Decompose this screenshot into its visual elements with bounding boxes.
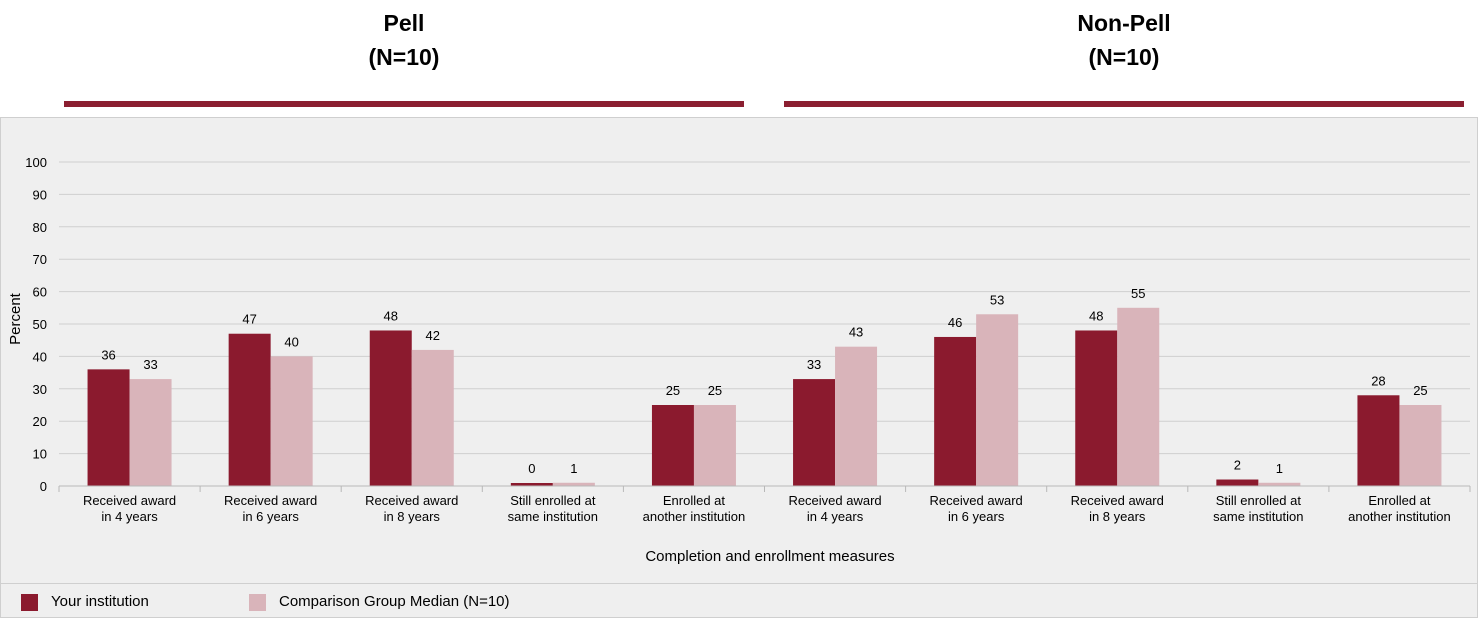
data-label-comparison: 55	[1131, 286, 1145, 301]
pell-group-header: Pell (N=10)	[64, 6, 744, 74]
bar-comparison	[129, 379, 172, 486]
x-tick-label: Received award in 8 years	[365, 493, 458, 524]
data-label-comparison: 1	[1276, 461, 1283, 476]
bar-comparison	[976, 314, 1019, 486]
bar-institution	[1216, 479, 1259, 486]
data-label-institution: 2	[1234, 458, 1241, 473]
bars	[87, 307, 1442, 486]
data-label-comparison: 42	[426, 328, 440, 343]
x-axis-title: Completion and enrollment measures	[645, 548, 894, 565]
bar-comparison	[1258, 482, 1301, 486]
data-label-institution: 36	[101, 347, 115, 362]
legend-label-comparison: Comparison Group Median (N=10)	[279, 593, 510, 610]
data-label-institution: 0	[528, 461, 535, 476]
bar-comparison	[1399, 405, 1442, 486]
bar-chart: 36 33 47 40 48 42 0 1 25 25 33 43 46 53 48 55 2 1 28 25 0 10…	[7, 155, 1471, 565]
x-tick-label: Enrolled at another institution	[643, 493, 746, 524]
bar-institution	[793, 379, 836, 486]
y-tick-label: 90	[33, 187, 47, 202]
data-labels: 36 33 47 40 48 42 0 1 25 25 33 43 46 53 48 55 2 1 28 25	[101, 286, 1427, 476]
x-tick-label: Received award in 8 years	[1071, 493, 1164, 524]
chart-panel: 36 33 47 40 48 42 0 1 25 25 33 43 46 53 48 55 2 1 28 25 0 10…	[0, 117, 1478, 584]
non-pell-title: Non-Pell	[1077, 10, 1171, 36]
x-tick-label: Received award in 4 years	[83, 493, 176, 524]
bar-comparison	[270, 356, 313, 486]
x-tick-label: Received award in 6 years	[224, 493, 317, 524]
bar-institution	[651, 405, 694, 486]
data-label-institution: 48	[1089, 308, 1103, 323]
data-label-institution: 28	[1371, 373, 1385, 388]
data-label-institution: 48	[384, 308, 398, 323]
legend-swatch-institution	[21, 594, 38, 611]
data-label-institution: 46	[948, 315, 962, 330]
bar-comparison	[1117, 307, 1160, 486]
y-tick-label: 20	[33, 414, 47, 429]
non-pell-subtitle: (N=10)	[1088, 44, 1160, 70]
bar-institution	[934, 336, 977, 486]
legend-label-institution: Your institution	[51, 593, 149, 610]
data-label-comparison: 33	[143, 357, 157, 372]
y-tick-label: 30	[33, 382, 47, 397]
y-tick-label: 0	[40, 479, 47, 494]
x-tick-label: Received award in 6 years	[930, 493, 1023, 524]
data-label-comparison: 40	[284, 334, 298, 349]
data-label-comparison: 25	[1413, 383, 1427, 398]
legend: Your institution Comparison Group Median…	[0, 583, 1478, 618]
y-tick-label: 60	[33, 285, 47, 300]
y-tick-label: 80	[33, 220, 47, 235]
x-tick-label: Received award in 4 years	[788, 493, 881, 524]
y-tick-label: 100	[25, 155, 47, 170]
data-label-comparison: 53	[990, 292, 1004, 307]
data-label-institution: 25	[666, 383, 680, 398]
data-label-comparison: 25	[708, 383, 722, 398]
pell-group-rule	[64, 101, 744, 107]
y-tick-label: 70	[33, 252, 47, 267]
bar-comparison	[693, 405, 736, 486]
non-pell-group-rule	[784, 101, 1464, 107]
bar-institution	[1075, 330, 1118, 486]
x-tick-label: Still enrolled at same institution	[1213, 493, 1303, 524]
non-pell-group-header: Non-Pell (N=10)	[784, 6, 1464, 74]
x-tick-label: Still enrolled at same institution	[508, 493, 598, 524]
data-label-institution: 33	[807, 357, 821, 372]
bar-institution	[1357, 395, 1400, 486]
bar-institution	[228, 333, 271, 486]
bar-institution	[510, 483, 553, 486]
pell-subtitle: (N=10)	[368, 44, 440, 70]
y-tick-label: 10	[33, 447, 47, 462]
y-tick-label: 40	[33, 349, 47, 364]
pell-title: Pell	[383, 10, 425, 36]
bar-institution	[369, 330, 412, 486]
data-label-comparison: 1	[570, 461, 577, 476]
y-axis-title: Percent	[7, 292, 24, 345]
data-label-comparison: 43	[849, 325, 863, 340]
x-tick-label: Enrolled at another institution	[1348, 493, 1451, 524]
bar-comparison	[552, 482, 595, 486]
bar-comparison	[835, 346, 878, 486]
y-tick-label: 50	[33, 317, 47, 332]
bar-institution	[87, 369, 130, 486]
legend-swatch-comparison	[249, 594, 266, 611]
data-label-institution: 47	[242, 312, 256, 327]
bar-comparison	[411, 349, 454, 486]
